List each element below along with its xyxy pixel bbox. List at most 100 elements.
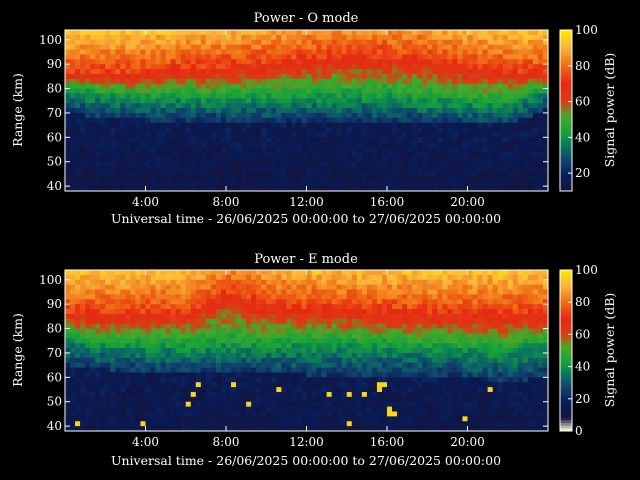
heatmap-cell: [371, 151, 378, 158]
heatmap-cell: [75, 318, 81, 325]
heatmap-cell: [437, 147, 443, 153]
heatmap-cell: [542, 59, 549, 65]
heatmap-cell: [165, 338, 172, 344]
heatmap-cell: [80, 426, 86, 432]
heatmap-cell: [105, 294, 111, 300]
heatmap-cell: [180, 73, 187, 80]
heatmap-cell: [115, 30, 121, 36]
heatmap-cell: [311, 59, 318, 65]
heatmap-cell: [286, 166, 293, 173]
heatmap-cell: [180, 313, 187, 320]
heatmap-cell: [110, 98, 116, 104]
heatmap-cell: [150, 367, 157, 374]
heatmap-cell: [160, 127, 167, 134]
heatmap-cell: [65, 372, 71, 378]
heatmap-cell: [115, 421, 121, 427]
colorbar-tick-label: 80: [575, 59, 590, 73]
heatmap-cell: [532, 171, 539, 177]
heatmap-cell: [331, 112, 338, 119]
heatmap-cell: [422, 59, 428, 65]
heatmap-cell: [125, 127, 132, 134]
heatmap-cell: [412, 161, 418, 168]
heatmap-cell: [220, 181, 227, 187]
heatmap-cell: [100, 64, 106, 70]
heatmap-cell: [125, 304, 132, 310]
heatmap-cell: [281, 367, 287, 374]
heatmap-cell: [492, 64, 499, 70]
heatmap-cell: [281, 108, 287, 114]
heatmap-cell: [226, 39, 232, 46]
heatmap-cell: [271, 88, 277, 95]
heatmap-cell: [281, 309, 287, 315]
heatmap-cell: [331, 127, 338, 134]
heatmap-cell: [286, 147, 293, 153]
heatmap-cell: [160, 88, 167, 95]
heatmap-cell: [120, 343, 126, 349]
heatmap-cell: [80, 88, 86, 95]
heatmap-cell: [311, 396, 318, 403]
heatmap-cell: [266, 137, 272, 143]
heatmap-cell: [85, 166, 91, 173]
heatmap-cell: [256, 186, 262, 192]
heatmap-cell: [291, 348, 298, 354]
heatmap-cell: [351, 137, 358, 143]
heatmap-cell: [321, 54, 328, 60]
heatmap-cell: [291, 93, 298, 99]
heatmap-cell: [301, 117, 308, 124]
heatmap-cell: [326, 64, 333, 70]
heatmap-cell: [301, 142, 308, 148]
heatmap-cell: [85, 137, 91, 143]
heatmap-cell: [447, 156, 454, 163]
heatmap-cell: [105, 186, 111, 192]
heatmap-cell: [387, 30, 393, 36]
heatmap-cell: [195, 270, 202, 276]
heatmap-cell: [331, 30, 338, 36]
heatmap-cell: [437, 166, 443, 173]
heatmap-cell: [346, 161, 353, 168]
heatmap-cell: [477, 112, 484, 119]
heatmap-cell: [165, 382, 172, 388]
heatmap-cell: [175, 382, 182, 388]
heatmap-cell: [220, 83, 227, 90]
heatmap-cell: [100, 348, 106, 354]
heatmap-cell: [135, 401, 142, 408]
heatmap-cell: [417, 30, 423, 36]
heatmap-cell: [241, 411, 247, 417]
heatmap-cell: [517, 117, 524, 124]
heatmap-cell: [301, 30, 308, 36]
heatmap-cell: [190, 59, 197, 65]
heatmap-cell: [105, 147, 111, 153]
heatmap-cell: [467, 137, 474, 143]
heatmap-cell: [65, 323, 71, 330]
heatmap-cell: [256, 304, 262, 310]
heatmap-cell: [70, 34, 76, 41]
heatmap-cell: [125, 73, 132, 80]
heatmap-cell: [160, 299, 167, 305]
heatmap-cell: [150, 377, 157, 383]
heatmap-cell: [95, 328, 101, 335]
heatmap-cell: [90, 137, 96, 143]
heatmap-cell: [90, 348, 96, 354]
heatmap-cell: [75, 151, 81, 158]
heatmap-cell: [286, 391, 293, 398]
heatmap-cell: [251, 176, 257, 182]
heatmap-cell: [457, 39, 464, 46]
heatmap-cell: [105, 343, 111, 349]
heatmap-cell: [346, 151, 353, 158]
heatmap-cell: [80, 127, 86, 134]
heatmap-cell: [361, 59, 368, 65]
heatmap-cell: [170, 274, 177, 281]
heatmap-cell: [85, 73, 91, 80]
heatmap-cell: [90, 367, 96, 374]
heatmap-cell: [447, 30, 454, 36]
colorbar-swatch: [560, 72, 572, 77]
heatmap-cell: [110, 64, 116, 70]
heatmap-cell: [205, 416, 212, 422]
heatmap-cell: [276, 142, 282, 148]
heatmap-cell: [241, 156, 247, 163]
heatmap-cell: [412, 156, 418, 163]
heatmap-cell: [130, 78, 137, 85]
heatmap-cell: [291, 387, 298, 393]
heatmap-cell: [65, 34, 71, 41]
heatmap-cell: [150, 284, 157, 291]
